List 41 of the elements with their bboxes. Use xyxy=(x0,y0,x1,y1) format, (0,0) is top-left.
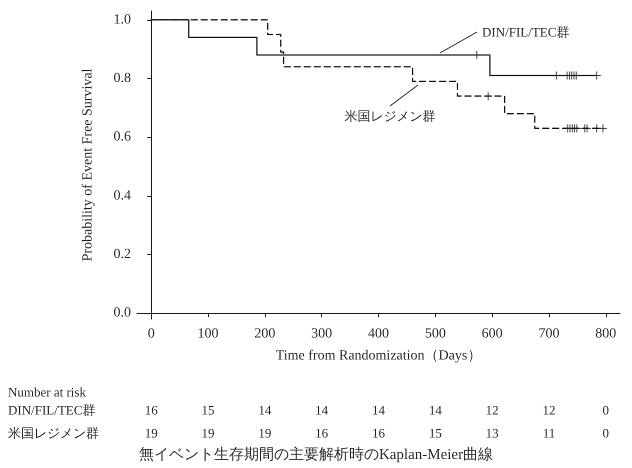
text: DIN/FIL/TEC群 xyxy=(8,402,96,418)
x-tick-label: 600 xyxy=(482,326,503,342)
x-axis-title: Time from Randomization（Days） xyxy=(276,348,482,364)
text: 13 xyxy=(486,426,499,440)
text: 19 xyxy=(144,426,158,440)
text: 15 xyxy=(202,402,215,418)
text: 16 xyxy=(315,426,329,440)
x-tick-label: 0 xyxy=(148,326,155,342)
y-tick-label: 0.2 xyxy=(114,246,131,262)
text: Number at risk xyxy=(8,384,86,400)
text: 0 xyxy=(602,402,610,418)
series-label: 米国レジメン群 xyxy=(344,108,436,124)
series-label: DIN/FIL/TEC群 xyxy=(482,24,570,40)
text: 16 xyxy=(144,402,158,418)
x-tick-label: 200 xyxy=(254,326,276,342)
y-tick-label: 1.0 xyxy=(114,12,131,28)
y-axis-title: Probability of Event Free Survival xyxy=(80,68,96,262)
text: 19 xyxy=(258,426,272,440)
x-tick-label: 300 xyxy=(311,326,332,342)
text: 16 xyxy=(372,426,386,440)
y-tick-label: 0.4 xyxy=(114,188,131,204)
text: 0 xyxy=(602,426,610,440)
text: 12 xyxy=(486,402,499,418)
text: 19 xyxy=(202,426,215,440)
x-tick-label: 400 xyxy=(368,326,389,342)
text: 無イベント生存期間の主要解析時のKaplan-Meier曲線 xyxy=(138,446,494,463)
x-tick-label: 100 xyxy=(198,326,219,342)
text: 14 xyxy=(315,402,329,418)
y-tick-label: 0.8 xyxy=(114,70,131,86)
x-tick-label: 800 xyxy=(595,326,616,342)
text: 14 xyxy=(428,402,442,418)
text: 14 xyxy=(372,402,386,418)
text: 米国レジメン群 xyxy=(8,426,99,440)
text: 11 xyxy=(542,426,556,440)
text: 12 xyxy=(542,402,556,418)
text: 15 xyxy=(428,426,442,440)
y-tick-label: 0.0 xyxy=(114,306,131,321)
y-tick-label: 0.6 xyxy=(114,130,131,145)
x-tick-label: 700 xyxy=(538,326,560,342)
text: 14 xyxy=(258,402,272,418)
x-tick-label: 500 xyxy=(424,326,446,342)
